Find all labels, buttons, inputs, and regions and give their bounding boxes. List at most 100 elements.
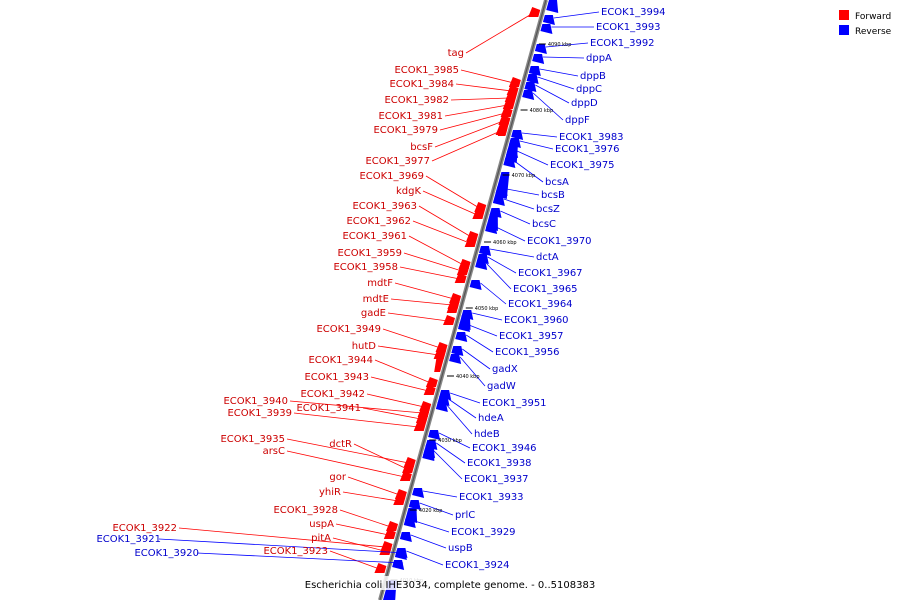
reverse-gene-label: bcsC xyxy=(532,219,556,230)
forward-gene-label: ECOK1_3981 xyxy=(378,111,443,122)
legend-forward-label: Forward xyxy=(855,12,891,22)
gene-labels: tag ECOK1_3985 ECOK1_3984 ECOK1_3982 ECOK1_3… xyxy=(96,7,665,571)
forward-gene-label: mdtE xyxy=(363,294,389,305)
forward-gene-ECOK1_3944 xyxy=(425,377,438,387)
reverse-gene-label: ECOK1_3992 xyxy=(590,38,655,49)
leader-line xyxy=(465,12,534,54)
reverse-gene-label: dppA xyxy=(586,53,612,64)
reverse-gene-bcsZ xyxy=(492,196,505,206)
reverse-gene-ECOK1_3992 xyxy=(534,44,547,54)
reverse-gene-ECOK1_3946 xyxy=(428,430,441,440)
leader-line xyxy=(514,160,544,183)
scale-tick-label: 4090 kbp xyxy=(548,42,572,48)
leader-line xyxy=(450,97,510,101)
reverse-gene-label: hdeA xyxy=(478,413,504,424)
leader-line xyxy=(446,404,473,435)
forward-gene-label: tag xyxy=(448,48,464,59)
reverse-gene-block xyxy=(504,140,519,163)
reverse-gene-label: hdeB xyxy=(474,429,500,440)
forward-gene-label: ECOK1_3977 xyxy=(365,156,430,167)
reverse-gene-label: ECOK1_3967 xyxy=(518,268,583,279)
leader-line xyxy=(521,132,558,138)
reverse-gene-label: ECOK1_3956 xyxy=(495,347,560,358)
leader-line xyxy=(444,104,508,117)
reverse-gene-label: ECOK1_3994 xyxy=(601,7,666,18)
leader-line xyxy=(545,42,589,48)
leader-line xyxy=(335,523,389,536)
reverse-gene-ECOK1_3956 xyxy=(455,332,468,342)
forward-gene-label: ECOK1_3935 xyxy=(220,434,285,445)
reverse-gene-label: ECOK1_3924 xyxy=(445,560,510,571)
reverse-gene-label: ECOK1_3976 xyxy=(555,144,620,155)
forward-gene-label: ECOK1_3979 xyxy=(373,125,438,136)
leader-line xyxy=(436,442,466,464)
legend: Forward Reverse xyxy=(839,10,892,37)
reverse-gene-ECOK1_3994 xyxy=(542,15,555,25)
leader-line xyxy=(448,398,477,419)
forward-gene-ECOK1_3943 xyxy=(423,385,436,395)
leader-line xyxy=(519,140,554,150)
forward-gene-label: pitA xyxy=(311,533,331,544)
leader-line xyxy=(431,130,501,162)
reverse-gene-ECOK1_3965 xyxy=(475,260,488,270)
leader-line xyxy=(374,359,432,384)
leader-line xyxy=(434,120,504,148)
forward-gene-ECOK1_3979 xyxy=(500,107,513,117)
leader-line xyxy=(406,550,444,566)
forward-gene-uspA xyxy=(383,529,396,539)
reverse-gene-block xyxy=(405,508,418,523)
forward-gene-label: ECOK1_3928 xyxy=(273,505,338,516)
reverse-gene-prlC xyxy=(408,500,421,510)
leader-line xyxy=(403,252,462,272)
forward-gene-label: kdgK xyxy=(396,186,421,197)
forward-gene-label: bcsF xyxy=(410,142,433,153)
forward-gene-label: ECOK1_3959 xyxy=(337,248,402,259)
forward-gene-ECOK1_3928 xyxy=(386,521,399,531)
leader-line xyxy=(329,550,380,570)
forward-gene-label: ECOK1_3963 xyxy=(352,201,417,212)
leader-line xyxy=(377,345,439,356)
reverse-gene-gadX xyxy=(451,346,464,356)
forward-gene-label: ECOK1_3944 xyxy=(308,355,373,366)
forward-gene-label: gor xyxy=(329,472,346,483)
forward-gene-label: ECOK1_3942 xyxy=(300,389,365,400)
scale-tick-label: 4070 kbp xyxy=(512,173,536,179)
reverse-gene-label: dppC xyxy=(576,84,602,95)
forward-gene-label: ECOK1_3940 xyxy=(223,396,288,407)
reverse-gene-label: ECOK1_3929 xyxy=(451,527,516,538)
legend-forward-swatch xyxy=(839,10,849,20)
leader-line xyxy=(353,443,408,470)
leader-line xyxy=(532,92,564,121)
forward-gene-label: dctR xyxy=(329,439,352,450)
reverse-gene-label: ECOK1_3975 xyxy=(550,160,615,171)
reverse-gene-label: ECOK1_3983 xyxy=(559,132,624,143)
forward-gene-kdgK xyxy=(472,209,485,219)
leader-line xyxy=(408,235,464,266)
forward-gene-label: ECOK1_3939 xyxy=(227,408,292,419)
leader-line xyxy=(332,537,385,552)
reverse-gene-label: ECOK1_3993 xyxy=(596,22,661,33)
reverse-gene-label: gadX xyxy=(492,364,518,375)
leader-line xyxy=(286,450,405,478)
reverse-gene-label: bcsZ xyxy=(536,204,560,215)
forward-gene-label: gadE xyxy=(361,308,386,319)
reverse-gene-label: ECOK1_3964 xyxy=(508,299,573,310)
reverse-gene-ECOK1_3921 xyxy=(394,550,407,560)
reverse-gene-block xyxy=(458,315,471,330)
reverse-gene-label: dppD xyxy=(571,98,598,109)
forward-gene-ECOK1_3923 xyxy=(374,563,387,573)
leader-line xyxy=(196,552,404,564)
leader-line xyxy=(289,400,423,414)
leader-line xyxy=(410,534,447,549)
scale-tick-label: 4060 kbp xyxy=(493,240,517,246)
leader-line xyxy=(472,312,503,321)
leader-line xyxy=(394,282,455,300)
leader-line xyxy=(362,407,421,420)
reverse-gene-dppA xyxy=(532,54,545,64)
reverse-gene-block xyxy=(494,172,510,199)
leader-line xyxy=(468,324,498,337)
reverse-gene-ECOK1_3933 xyxy=(412,488,425,498)
forward-gene-label: ECOK1_3943 xyxy=(304,372,369,383)
title-backdrop xyxy=(312,576,588,590)
